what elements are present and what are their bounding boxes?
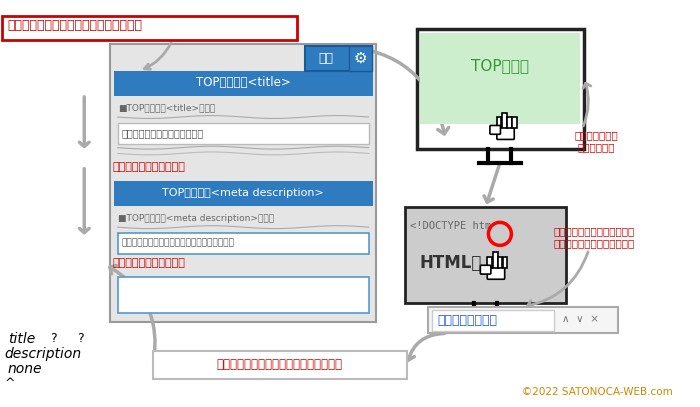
Text: TOPページの<title>: TOPページの<title> (196, 76, 290, 89)
Bar (118, 233, 369, 254)
Bar (405, 207, 566, 303)
Bar (487, 257, 491, 268)
FancyBboxPatch shape (497, 124, 514, 140)
Text: ^: ^ (5, 376, 15, 389)
Text: 判別しやすい文章を入力: 判別しやすい文章を入力 (112, 258, 185, 268)
Bar (114, 71, 372, 96)
Bar (118, 277, 369, 313)
Bar (349, 46, 372, 71)
Bar (114, 181, 372, 206)
Bar (153, 351, 407, 379)
Text: クリックして検索窓を出し、
「キャッチフレーズ」を入力: クリックして検索窓を出し、 「キャッチフレーズ」を入力 (553, 226, 634, 248)
Text: ?: ? (50, 332, 57, 345)
FancyBboxPatch shape (490, 125, 500, 134)
Text: 公開: 公開 (318, 52, 333, 65)
Text: トップページのタイトルです。: トップページのタイトルです。 (122, 129, 204, 138)
Bar (497, 117, 501, 128)
Text: 右クリックして
ソースを表示: 右クリックして ソースを表示 (575, 130, 619, 152)
Text: description: description (5, 347, 82, 361)
Bar (110, 44, 377, 322)
Bar (421, 33, 580, 124)
Bar (2, 15, 297, 40)
FancyBboxPatch shape (487, 264, 505, 279)
Bar (508, 117, 512, 128)
Bar (432, 309, 554, 330)
Text: キャッチフレーズの書かれたタグを探す: キャッチフレーズの書かれたタグを探す (216, 358, 342, 371)
Bar (498, 257, 502, 268)
Bar (118, 123, 369, 144)
Text: ∧  ∨  ×: ∧ ∨ × (562, 314, 599, 324)
Text: トップページのメタディスクリプションです。: トップページのメタディスクリプションです。 (122, 239, 234, 247)
Text: none: none (8, 362, 42, 376)
Text: ©2022 SATONOCA-WEB.com: ©2022 SATONOCA-WEB.com (522, 387, 673, 397)
Text: ■TOPページの<meta description>を入力: ■TOPページの<meta description>を入力 (118, 214, 274, 223)
Text: title: title (8, 332, 35, 346)
Text: 一般設定で入力した内容はそのままで、: 一般設定で入力した内容はそのままで、 (8, 20, 143, 32)
Bar (503, 257, 507, 268)
Bar (502, 113, 508, 128)
Text: ■TOPページの<title>を入力: ■TOPページの<title>を入力 (118, 104, 215, 113)
Text: HTML文: HTML文 (419, 254, 482, 271)
Text: 判別しやすい文章を入力: 判別しやすい文章を入力 (112, 162, 185, 172)
Text: ⚙: ⚙ (354, 51, 367, 66)
FancyBboxPatch shape (480, 265, 491, 274)
Text: TOPページ: TOPページ (471, 58, 529, 73)
Text: キャッチフレーズ: キャッチフレーズ (438, 314, 498, 327)
Bar (304, 46, 372, 71)
Bar (493, 252, 498, 268)
Text: <!DOCTYPE htm: <!DOCTYPE htm (410, 221, 491, 231)
Text: TOPページの<meta description>: TOPページの<meta description> (162, 188, 324, 198)
Text: ?: ? (76, 332, 83, 345)
Bar (512, 117, 517, 128)
Bar (428, 306, 617, 333)
Bar (416, 29, 584, 149)
